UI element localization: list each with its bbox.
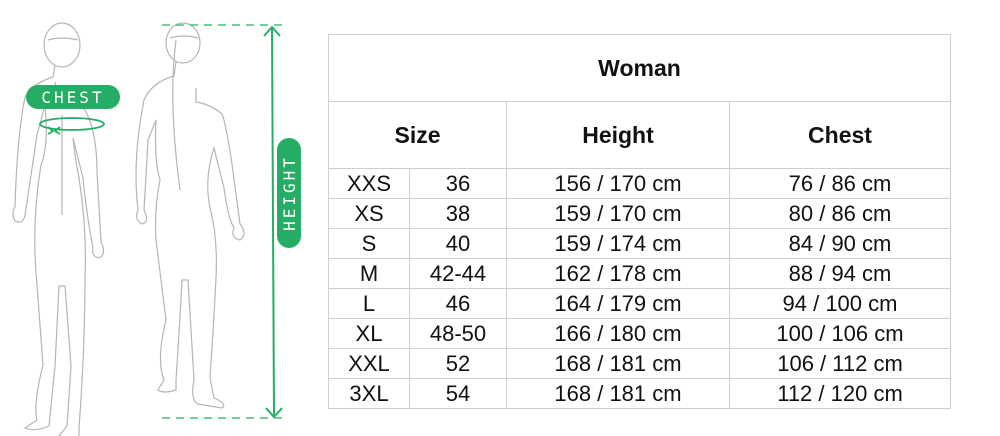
eu-size-cell: 42-44	[409, 258, 507, 289]
size-cell: XS	[328, 198, 410, 229]
table-row: L 46 164 / 179 cm 94 / 100 cm	[328, 288, 951, 319]
header-chest: Chest	[729, 101, 951, 169]
height-cell: 162 / 178 cm	[506, 258, 730, 289]
size-cell: XXL	[328, 348, 410, 379]
size-chart-table: Woman Size Height Chest XXS 36 156 / 170 c…	[328, 34, 951, 409]
eu-size-cell: 46	[409, 288, 507, 319]
eu-size-cell: 54	[409, 378, 507, 409]
table-row: S 40 159 / 174 cm 84 / 90 cm	[328, 228, 951, 259]
front-figure	[12, 22, 105, 436]
chest-measure-ring-icon	[39, 117, 105, 135]
height-label: HEIGHT	[280, 155, 299, 231]
height-cell: 166 / 180 cm	[506, 318, 730, 349]
table-row: XXL 52 168 / 181 cm 106 / 112 cm	[328, 348, 951, 379]
height-measure-arrow-icon: HEIGHT	[162, 24, 301, 419]
size-cell: L	[328, 288, 410, 319]
eu-size-cell: 36	[409, 168, 507, 199]
height-cell: 159 / 174 cm	[506, 228, 730, 259]
table-row: XS 38 159 / 170 cm 80 / 86 cm	[328, 198, 951, 229]
height-cell: 159 / 170 cm	[506, 198, 730, 229]
size-cell: M	[328, 258, 410, 289]
height-cell: 168 / 181 cm	[506, 378, 730, 409]
eu-size-cell: 52	[409, 348, 507, 379]
chest-cell: 94 / 100 cm	[729, 288, 951, 319]
body-measurement-illustration: CHEST HEIGHT	[12, 22, 301, 436]
size-cell: S	[328, 228, 410, 259]
size-cell: 3XL	[328, 378, 410, 409]
chest-label-pill: CHEST	[26, 85, 120, 109]
header-height: Height	[506, 101, 730, 169]
height-cell: 156 / 170 cm	[506, 168, 730, 199]
chest-cell: 106 / 112 cm	[729, 348, 951, 379]
height-cell: 164 / 179 cm	[506, 288, 730, 319]
table-row: M 42-44 162 / 178 cm 88 / 94 cm	[328, 258, 951, 289]
table-row: XL 48-50 166 / 180 cm 100 / 106 cm	[328, 318, 951, 349]
table-row: 3XL 54 168 / 181 cm 112 / 120 cm	[328, 378, 951, 409]
back-figure	[135, 22, 245, 409]
size-cell: XXS	[328, 168, 410, 199]
height-cell: 168 / 181 cm	[506, 348, 730, 379]
header-size: Size	[328, 101, 507, 169]
eu-size-cell: 38	[409, 198, 507, 229]
chest-cell: 88 / 94 cm	[729, 258, 951, 289]
chest-cell: 76 / 86 cm	[729, 168, 951, 199]
table-row: XXS 36 156 / 170 cm 76 / 86 cm	[328, 168, 951, 199]
chest-cell: 80 / 86 cm	[729, 198, 951, 229]
chest-cell: 84 / 90 cm	[729, 228, 951, 259]
chest-cell: 100 / 106 cm	[729, 318, 951, 349]
chest-label: CHEST	[41, 88, 104, 107]
size-cell: XL	[328, 318, 410, 349]
eu-size-cell: 40	[409, 228, 507, 259]
table-title: Woman	[328, 34, 951, 102]
eu-size-cell: 48-50	[409, 318, 507, 349]
chest-cell: 112 / 120 cm	[729, 378, 951, 409]
